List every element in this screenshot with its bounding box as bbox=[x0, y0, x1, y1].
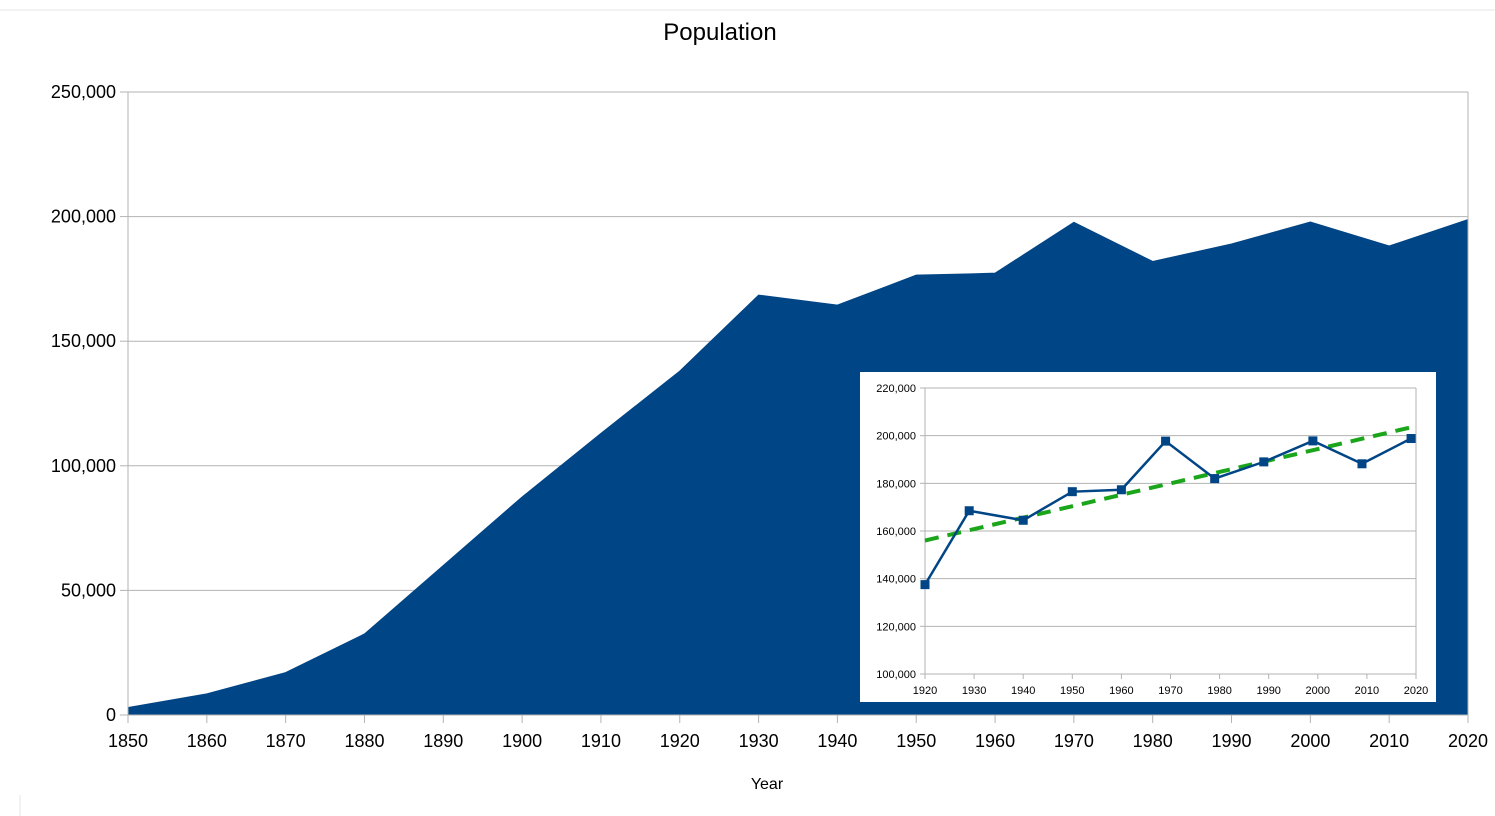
main-x-tick-label: 1970 bbox=[1054, 731, 1094, 751]
inset-x-tick-label: 2010 bbox=[1355, 685, 1379, 697]
inset-x-tick-label: 1970 bbox=[1158, 685, 1182, 697]
inset-x-tick-label: 2020 bbox=[1404, 685, 1428, 697]
inset-point-marker bbox=[1406, 434, 1416, 444]
inset-x-tick-label: 1960 bbox=[1109, 685, 1133, 697]
main-y-tick-label: 0 bbox=[106, 705, 116, 725]
inset-point-marker bbox=[1067, 487, 1077, 497]
main-x-tick-label: 1870 bbox=[266, 731, 306, 751]
inset-axes bbox=[924, 388, 1417, 679]
main-x-tick-label: 1990 bbox=[1212, 731, 1252, 751]
inset-y-tick-label: 180,000 bbox=[876, 478, 916, 490]
main-x-tick-label: 2020 bbox=[1448, 731, 1488, 751]
main-x-tick-label: 1930 bbox=[739, 731, 779, 751]
inset-x-tick-label: 1980 bbox=[1207, 685, 1231, 697]
main-x-tick-label: 1880 bbox=[344, 731, 384, 751]
inset-point-marker bbox=[920, 580, 930, 590]
main-y-tick-labels: 0 50,000 100,000 150,000 200,000 250,000 bbox=[51, 82, 116, 725]
inset-y-tick-label: 220,000 bbox=[876, 383, 916, 395]
main-y-tick-label: 250,000 bbox=[51, 82, 116, 102]
inset-chart: 100,000 120,000 140,000 160,000 180,000 200,0… bbox=[860, 372, 1436, 702]
inset-y-tick-label: 200,000 bbox=[876, 431, 916, 443]
main-x-tick-label: 1890 bbox=[423, 731, 463, 751]
inset-x-tick-labels: 1920 1930 1940 1950 1960 1970 1980 1990 2000 2010… bbox=[913, 685, 1428, 697]
main-x-tick-label: 1980 bbox=[1133, 731, 1173, 751]
inset-point-marker bbox=[1018, 515, 1028, 525]
inset-y-tick-label: 140,000 bbox=[876, 574, 916, 586]
x-axis-label: Year bbox=[751, 776, 784, 793]
main-x-tick-label: 1950 bbox=[896, 731, 936, 751]
inset-trendline bbox=[924, 425, 1412, 543]
inset-point-marker bbox=[1161, 436, 1171, 446]
main-y-tick-label: 100,000 bbox=[51, 456, 116, 476]
inset-x-tick-label: 1920 bbox=[913, 685, 937, 697]
chart-title: Population bbox=[663, 19, 776, 46]
inset-point-marker bbox=[1357, 459, 1367, 469]
inset-x-tick-label: 1940 bbox=[1011, 685, 1035, 697]
main-x-tick-label: 1850 bbox=[108, 731, 148, 751]
main-x-tick-label: 1860 bbox=[187, 731, 227, 751]
inset-y-tick-label: 100,000 bbox=[876, 669, 916, 681]
inset-trendline-layer bbox=[924, 425, 1412, 543]
inset-x-tick-label: 1950 bbox=[1060, 685, 1084, 697]
main-y-tick-label: 50,000 bbox=[61, 580, 116, 600]
main-y-tick-label: 200,000 bbox=[51, 207, 116, 227]
main-x-tick-labels: 1850 1860 1870 1880 1890 1900 1910 1920 1930 1940… bbox=[108, 731, 1488, 751]
inset-y-tick-label: 160,000 bbox=[876, 526, 916, 538]
inset-point-marker bbox=[964, 506, 974, 516]
main-x-tick-label: 2010 bbox=[1369, 731, 1409, 751]
inset-point-marker bbox=[1308, 436, 1318, 446]
inset-y-tick-labels: 100,000 120,000 140,000 160,000 180,000 200,0… bbox=[876, 383, 916, 681]
main-x-tick-label: 1900 bbox=[502, 731, 542, 751]
inset-y-tick-label: 120,000 bbox=[876, 621, 916, 633]
main-x-tick-label: 1910 bbox=[581, 731, 621, 751]
main-x-tick-label: 1940 bbox=[817, 731, 857, 751]
main-x-tick-label: 2000 bbox=[1290, 731, 1330, 751]
main-x-tick-label: 1920 bbox=[660, 731, 700, 751]
main-y-tick-label: 150,000 bbox=[51, 331, 116, 351]
inset-point-marker bbox=[1210, 474, 1220, 484]
main-axes bbox=[127, 92, 1469, 723]
main-x-tick-label: 1960 bbox=[975, 731, 1015, 751]
inset-background bbox=[860, 372, 1436, 702]
inset-x-tick-label: 1990 bbox=[1256, 685, 1280, 697]
inset-x-tick-label: 1930 bbox=[962, 685, 986, 697]
inset-point-marker bbox=[1116, 485, 1126, 495]
inset-markers bbox=[920, 434, 1416, 590]
inset-x-tick-label: 2000 bbox=[1306, 685, 1330, 697]
inset-point-marker bbox=[1259, 457, 1269, 467]
